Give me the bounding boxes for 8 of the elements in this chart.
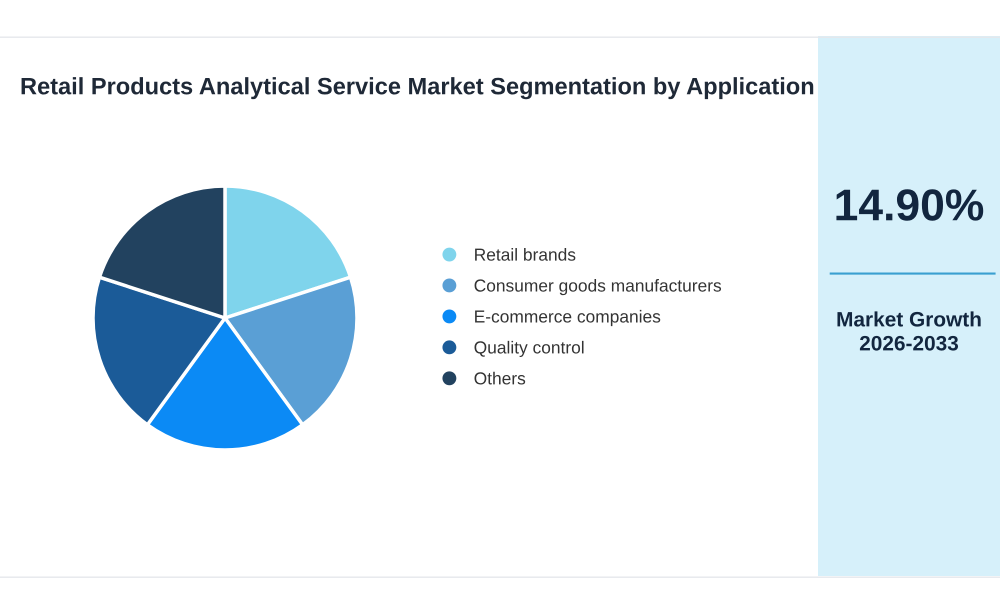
legend-label: E-commerce companies <box>475 310 660 326</box>
chart-title: Retail Products Analytical Service Market Segmentation by Application <box>22 77 814 100</box>
legend-label: Quality control <box>474 340 584 358</box>
text: 14.90% <box>836 189 984 221</box>
legend-label: Others <box>474 372 526 385</box>
legend-label: Consumer goods manufacturers <box>474 278 722 296</box>
legend-label: Retail brands <box>475 248 576 261</box>
text: Market Growth 2026-2033 <box>837 311 981 351</box>
